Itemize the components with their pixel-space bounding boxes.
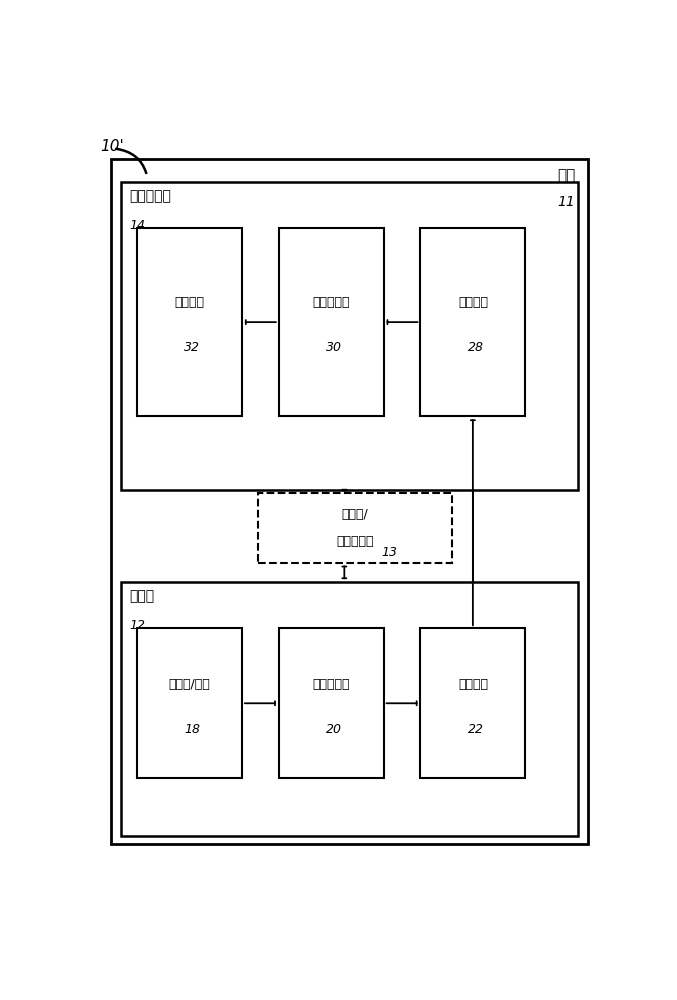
Text: 22: 22 (468, 723, 483, 736)
Text: 13: 13 (381, 546, 397, 559)
FancyArrowPatch shape (116, 149, 146, 173)
Bar (111, 158, 588, 844)
Bar (137, 228, 242, 416)
Text: 视频源/相机: 视频源/相机 (169, 678, 211, 691)
Text: 10': 10' (100, 139, 124, 154)
Text: 28: 28 (468, 341, 483, 354)
Bar (420, 628, 525, 778)
Bar (121, 182, 577, 490)
Text: 视频解码器: 视频解码器 (313, 296, 350, 309)
Bar (279, 628, 384, 778)
Bar (258, 493, 452, 563)
Bar (121, 582, 577, 836)
Text: 11: 11 (557, 195, 575, 209)
Bar (420, 228, 525, 416)
Text: 处理器/: 处理器/ (341, 508, 368, 521)
Text: 18: 18 (184, 723, 200, 736)
Text: 输出接口: 输出接口 (458, 678, 488, 691)
Text: 14: 14 (129, 219, 146, 232)
Text: 输入接口: 输入接口 (458, 296, 488, 309)
Text: 12: 12 (129, 619, 146, 632)
Text: 30: 30 (326, 341, 342, 354)
Text: 显示装置: 显示装置 (175, 296, 204, 309)
Text: 视频编码器: 视频编码器 (313, 678, 350, 691)
Text: 控制器装置: 控制器装置 (336, 535, 374, 548)
Bar (279, 228, 384, 416)
Text: 32: 32 (184, 341, 200, 354)
Bar (137, 628, 242, 778)
Text: 20: 20 (326, 723, 342, 736)
Text: 源装置: 源装置 (129, 590, 154, 604)
Text: 目的地装置: 目的地装置 (129, 189, 171, 203)
Text: 装置: 装置 (557, 168, 575, 183)
